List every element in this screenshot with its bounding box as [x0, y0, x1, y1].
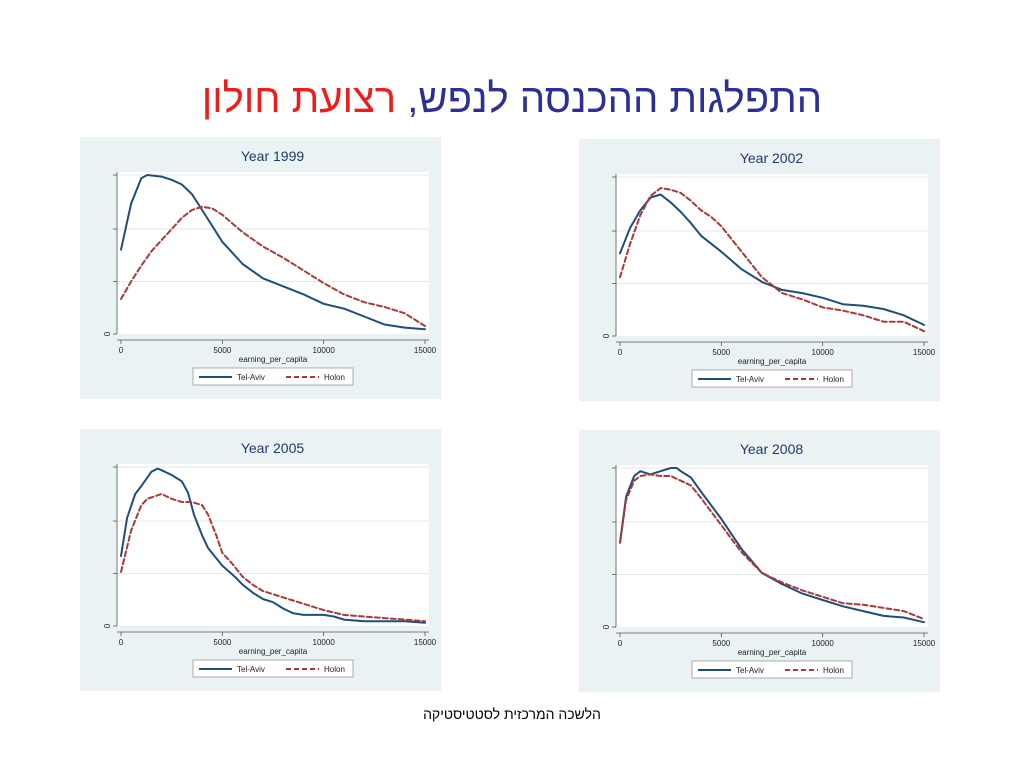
chart-title: Year 1999 [241, 148, 305, 164]
x-tick-label: 0 [618, 639, 623, 648]
chart-title: Year 2008 [740, 441, 804, 457]
x-tick-label: 10000 [812, 348, 835, 357]
plot-area [117, 464, 429, 626]
page-title-main: התפלגות ההכנסה לנפש, [407, 77, 823, 121]
series-line-holon [120, 205, 426, 328]
legend-label: Tel-Aviv [237, 373, 265, 382]
chart-title: Year 2005 [241, 440, 305, 456]
series-line-tel-aviv [120, 174, 426, 331]
y-tick-label: 0 [103, 331, 112, 336]
legend-box [691, 369, 853, 388]
chart-panel-0: 0 0 5000 10000 15000 earning_per_capita Year 1… [80, 137, 441, 399]
y-tick-label: 0 [103, 623, 112, 628]
x-tick-label: 0 [119, 346, 124, 355]
chart-panel-2: 0 0 5000 10000 15000 earning_per_capita Year 2… [80, 429, 441, 691]
page-title: התפלגות ההכנסה לנפש, רצועת חולון [0, 74, 1024, 124]
y-tick-label: 0 [602, 624, 611, 629]
legend-label: Holon [324, 373, 345, 382]
series-line-holon [619, 187, 925, 333]
legend-label: Holon [823, 666, 844, 675]
series-line-holon [120, 493, 426, 623]
x-axis-label: earning_per_capita [738, 357, 807, 366]
footer-source: הלשכה המרכזית לסטטיסטיקה [423, 706, 601, 722]
legend: Tel-Aviv Holon [192, 367, 354, 386]
x-axis-label: earning_per_capita [239, 355, 308, 364]
legend-box [691, 660, 853, 679]
legend-box [192, 367, 354, 386]
legend: Tel-Aviv Holon [691, 369, 853, 388]
x-tick-label: 15000 [414, 638, 437, 647]
x-tick-label: 15000 [913, 348, 936, 357]
plot-area [616, 174, 928, 336]
x-tick-label: 15000 [414, 346, 437, 355]
chart-svg: 0 0 5000 10000 15000 earning_per_capita Year 2… [602, 150, 936, 388]
plot-area [616, 465, 928, 627]
legend: Tel-Aviv Holon [192, 659, 354, 678]
chart-svg: 0 0 5000 10000 15000 earning_per_capita Year 2… [602, 441, 936, 679]
x-axis-label: earning_per_capita [738, 648, 807, 657]
x-tick-label: 5000 [712, 348, 730, 357]
series-line-tel-aviv [619, 193, 925, 326]
legend-label: Tel-Aviv [736, 375, 764, 384]
page-title-accent: רצועת חולון [201, 77, 397, 121]
x-tick-label: 5000 [213, 638, 231, 647]
x-tick-label: 10000 [812, 639, 835, 648]
x-tick-label: 0 [119, 638, 124, 647]
x-tick-label: 5000 [712, 639, 730, 648]
series-line-holon [619, 473, 925, 621]
x-tick-label: 10000 [313, 346, 336, 355]
legend-label: Holon [823, 375, 844, 384]
x-tick-label: 5000 [213, 346, 231, 355]
legend: Tel-Aviv Holon [691, 660, 853, 679]
legend-label: Holon [324, 665, 345, 674]
chart-svg: 0 0 5000 10000 15000 earning_per_capita Year 1… [103, 148, 437, 386]
series-line-tel-aviv [619, 467, 925, 624]
x-tick-label: 15000 [913, 639, 936, 648]
chart-panel-1: 0 0 5000 10000 15000 earning_per_capita Year 2… [579, 139, 940, 401]
legend-box [192, 659, 354, 678]
x-tick-label: 10000 [313, 638, 336, 647]
x-axis-label: earning_per_capita [239, 647, 308, 656]
chart-title: Year 2002 [740, 150, 804, 166]
series-line-tel-aviv [120, 467, 426, 624]
chart-panel-3: 0 0 5000 10000 15000 earning_per_capita Year 2… [579, 430, 940, 692]
legend-label: Tel-Aviv [736, 666, 764, 675]
x-tick-label: 0 [618, 348, 623, 357]
chart-svg: 0 0 5000 10000 15000 earning_per_capita Year 2… [103, 440, 437, 678]
legend-label: Tel-Aviv [237, 665, 265, 674]
y-tick-label: 0 [602, 333, 611, 338]
